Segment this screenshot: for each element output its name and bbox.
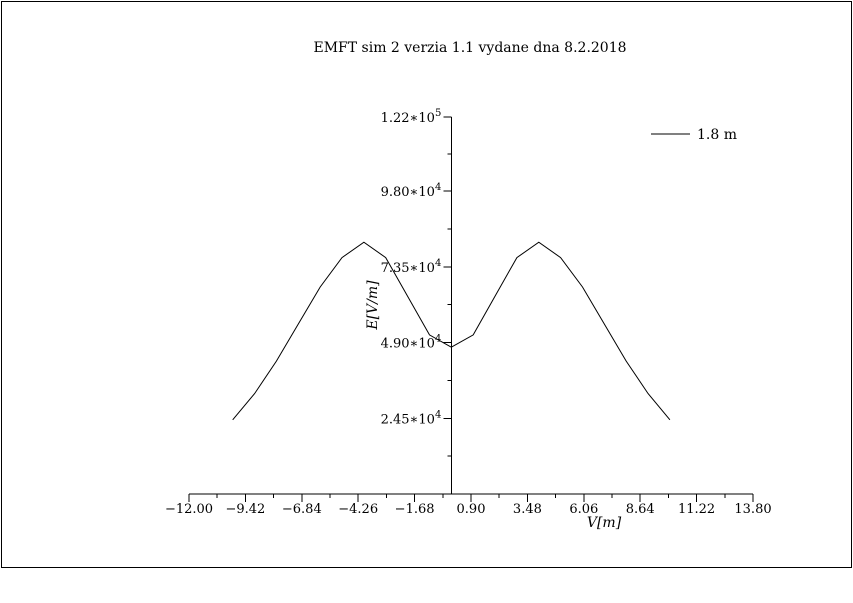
legend-label: 1.8 m <box>697 127 737 143</box>
x-axis: −12.00 −9.42 −6.84 −4.26 −1.68 0.90 3.48 6.06 8.… <box>165 493 772 517</box>
x-tick-label: 11.22 <box>678 502 715 517</box>
y-tick-label: 2.45∗104 <box>381 409 442 427</box>
x-tick-label: −12.00 <box>165 502 213 517</box>
x-tick-label: 6.06 <box>569 502 598 517</box>
x-axis-label: V[m] <box>587 515 622 531</box>
x-tick-label: −9.42 <box>225 502 265 517</box>
x-tick-label: 3.48 <box>513 502 542 517</box>
x-tick-label: 0.90 <box>457 502 486 517</box>
y-tick-label: 1.22∗105 <box>381 108 442 126</box>
x-tick-label: −6.84 <box>282 502 322 517</box>
x-tick-label: −1.68 <box>395 502 435 517</box>
legend: 1.8 m <box>651 127 737 143</box>
y-tick-label: 7.35∗104 <box>381 258 442 276</box>
y-tick-label: 9.80∗104 <box>381 182 442 200</box>
series-layer <box>232 241 671 421</box>
chart-title: EMFT sim 2 verzia 1.1 vydane dna 8.2.201… <box>313 40 626 56</box>
y-tick-label: 4.90∗104 <box>381 334 442 352</box>
x-tick-label: 13.80 <box>734 502 771 517</box>
y-axis: 2.45∗104 4.90∗104 7.35∗104 9.80∗104 1.22∗105 <box>381 108 452 494</box>
series-line <box>232 241 671 421</box>
x-tick-label: −4.26 <box>338 502 378 517</box>
plot-frame <box>1 1 852 568</box>
y-axis-label: E[V/m] <box>365 280 381 331</box>
x-tick-label: 8.64 <box>626 502 655 517</box>
